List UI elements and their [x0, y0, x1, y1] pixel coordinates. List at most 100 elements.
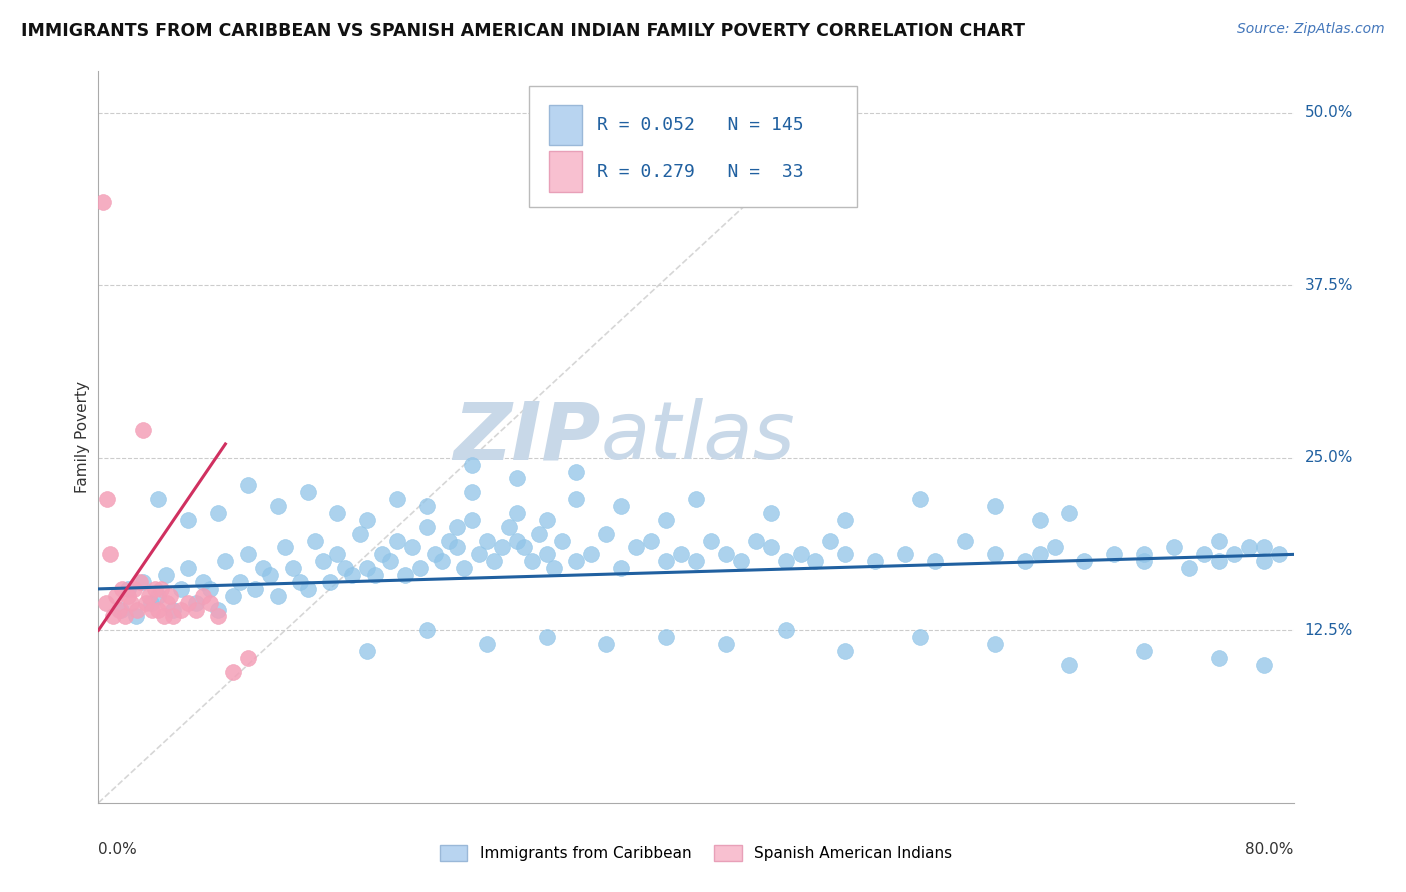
Point: [169, 602, 191, 616]
Point: [924, 554, 946, 568]
Point: [105, 589, 128, 603]
Point: [1133, 554, 1156, 568]
Text: 80.0%: 80.0%: [1246, 842, 1294, 856]
Point: [111, 582, 134, 596]
Point: [155, 568, 177, 582]
Point: [565, 554, 588, 568]
Point: [364, 568, 387, 582]
Point: [191, 574, 214, 589]
Point: [245, 582, 267, 596]
Point: [1253, 554, 1275, 568]
Point: [252, 561, 274, 575]
Point: [655, 554, 678, 568]
Point: [984, 499, 1007, 513]
Point: [156, 596, 179, 610]
Point: [430, 554, 453, 568]
Point: [200, 582, 222, 596]
Point: [222, 665, 245, 679]
Text: Source: ZipAtlas.com: Source: ZipAtlas.com: [1237, 22, 1385, 37]
Point: [468, 548, 491, 562]
Point: [714, 548, 737, 562]
Point: [120, 596, 142, 610]
Point: [423, 548, 446, 562]
Point: [595, 526, 617, 541]
Point: [267, 499, 290, 513]
Point: [1133, 548, 1156, 562]
Point: [297, 485, 319, 500]
Point: [184, 602, 207, 616]
Point: [1178, 561, 1201, 575]
Text: 50.0%: 50.0%: [1305, 105, 1353, 120]
Point: [1237, 541, 1260, 555]
Point: [1208, 533, 1230, 548]
Point: [259, 568, 281, 582]
Point: [543, 561, 565, 575]
Point: [304, 533, 326, 548]
Point: [775, 624, 797, 638]
Point: [236, 548, 259, 562]
Point: [125, 609, 148, 624]
Point: [908, 630, 931, 644]
Text: 25.0%: 25.0%: [1305, 450, 1353, 466]
Point: [408, 561, 430, 575]
Point: [91, 195, 114, 210]
Point: [297, 582, 319, 596]
Point: [461, 513, 484, 527]
Text: IMMIGRANTS FROM CARIBBEAN VS SPANISH AMERICAN INDIAN FAMILY POVERTY CORRELATION : IMMIGRANTS FROM CARIBBEAN VS SPANISH AME…: [21, 22, 1025, 40]
Point: [506, 533, 529, 548]
Point: [103, 609, 125, 624]
Point: [162, 609, 184, 624]
Point: [129, 574, 152, 589]
Point: [138, 589, 160, 603]
Point: [655, 513, 678, 527]
Point: [356, 644, 378, 658]
Point: [1253, 541, 1275, 555]
Point: [162, 602, 184, 616]
Point: [834, 513, 856, 527]
Point: [416, 499, 439, 513]
Point: [669, 548, 692, 562]
Point: [378, 554, 401, 568]
Point: [342, 568, 364, 582]
Y-axis label: Family Poverty: Family Poverty: [75, 381, 90, 493]
Point: [110, 602, 132, 616]
Point: [214, 554, 236, 568]
Point: [108, 602, 131, 616]
Point: [1223, 548, 1246, 562]
Point: [759, 506, 782, 520]
Point: [274, 541, 297, 555]
Point: [626, 541, 648, 555]
Point: [229, 574, 252, 589]
Point: [143, 582, 166, 596]
Point: [520, 554, 543, 568]
Point: [177, 596, 200, 610]
Point: [834, 644, 856, 658]
Point: [371, 548, 394, 562]
Point: [685, 554, 707, 568]
Point: [356, 513, 378, 527]
Point: [1133, 644, 1156, 658]
Point: [98, 548, 122, 562]
Point: [536, 513, 558, 527]
Point: [148, 589, 170, 603]
Point: [148, 602, 170, 616]
FancyBboxPatch shape: [548, 152, 582, 192]
Point: [1163, 541, 1185, 555]
Text: 12.5%: 12.5%: [1305, 623, 1353, 638]
Point: [169, 582, 191, 596]
Point: [513, 541, 536, 555]
Point: [461, 458, 484, 472]
Point: [288, 574, 311, 589]
Point: [700, 533, 723, 548]
Point: [127, 602, 149, 616]
Point: [114, 609, 136, 624]
Point: [267, 589, 290, 603]
Point: [96, 492, 118, 507]
Point: [207, 609, 229, 624]
FancyBboxPatch shape: [548, 104, 582, 145]
Point: [498, 520, 520, 534]
Point: [153, 609, 176, 624]
Point: [326, 548, 349, 562]
Point: [1253, 657, 1275, 672]
Point: [401, 541, 423, 555]
